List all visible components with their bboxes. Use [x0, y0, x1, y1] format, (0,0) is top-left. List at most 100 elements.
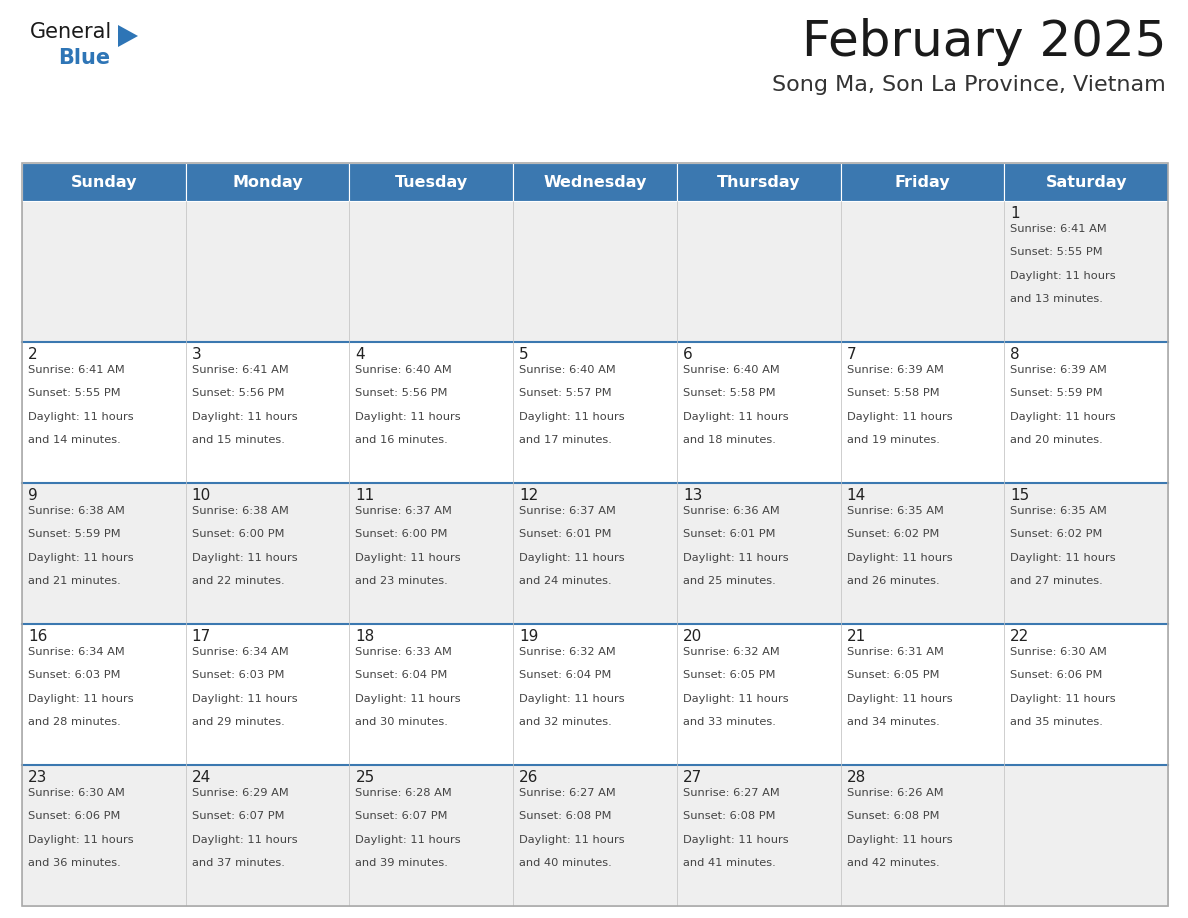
Bar: [1004, 201, 1168, 342]
Text: and 16 minutes.: and 16 minutes.: [355, 435, 448, 445]
Text: 28: 28: [847, 770, 866, 785]
Text: Sunset: 6:05 PM: Sunset: 6:05 PM: [683, 670, 776, 680]
Text: Sunrise: 6:30 AM: Sunrise: 6:30 AM: [29, 788, 125, 798]
Text: and 30 minutes.: and 30 minutes.: [355, 717, 448, 727]
Text: 1: 1: [1010, 206, 1020, 221]
Text: 7: 7: [847, 347, 857, 362]
Text: Sunrise: 6:37 AM: Sunrise: 6:37 AM: [519, 506, 617, 516]
Text: Daylight: 11 hours: Daylight: 11 hours: [847, 553, 953, 563]
Text: 15: 15: [1010, 488, 1030, 503]
Text: 17: 17: [191, 629, 211, 644]
Text: and 28 minutes.: and 28 minutes.: [29, 717, 121, 727]
Text: 22: 22: [1010, 629, 1030, 644]
Text: 3: 3: [191, 347, 202, 362]
Text: Sunset: 6:04 PM: Sunset: 6:04 PM: [519, 670, 612, 680]
Text: 16: 16: [29, 629, 48, 644]
Bar: [185, 483, 349, 624]
Text: Sunrise: 6:27 AM: Sunrise: 6:27 AM: [683, 788, 779, 798]
Text: 27: 27: [683, 770, 702, 785]
Text: Daylight: 11 hours: Daylight: 11 hours: [683, 693, 789, 703]
Text: Daylight: 11 hours: Daylight: 11 hours: [1010, 693, 1116, 703]
Polygon shape: [118, 25, 138, 47]
Text: and 26 minutes.: and 26 minutes.: [847, 576, 940, 586]
Text: Sunset: 6:03 PM: Sunset: 6:03 PM: [191, 670, 284, 680]
Text: 11: 11: [355, 488, 374, 503]
Text: 23: 23: [29, 770, 48, 785]
Text: Daylight: 11 hours: Daylight: 11 hours: [29, 411, 133, 421]
Text: and 42 minutes.: and 42 minutes.: [847, 857, 940, 868]
Text: 5: 5: [519, 347, 529, 362]
Bar: [513, 163, 677, 201]
Text: Sunset: 6:08 PM: Sunset: 6:08 PM: [519, 812, 612, 822]
Text: Daylight: 11 hours: Daylight: 11 hours: [519, 553, 625, 563]
Text: Daylight: 11 hours: Daylight: 11 hours: [847, 693, 953, 703]
Text: Sunrise: 6:26 AM: Sunrise: 6:26 AM: [847, 788, 943, 798]
Bar: [677, 201, 841, 342]
Text: and 21 minutes.: and 21 minutes.: [29, 576, 121, 586]
Text: Sunset: 6:06 PM: Sunset: 6:06 PM: [1010, 670, 1102, 680]
Text: Saturday: Saturday: [1045, 174, 1127, 189]
Bar: [841, 624, 1004, 765]
Text: Wednesday: Wednesday: [543, 174, 646, 189]
Text: Sunset: 6:03 PM: Sunset: 6:03 PM: [29, 670, 120, 680]
Text: Daylight: 11 hours: Daylight: 11 hours: [847, 834, 953, 845]
Text: and 33 minutes.: and 33 minutes.: [683, 717, 776, 727]
Text: Daylight: 11 hours: Daylight: 11 hours: [683, 834, 789, 845]
Text: Sunrise: 6:29 AM: Sunrise: 6:29 AM: [191, 788, 289, 798]
Bar: [677, 765, 841, 906]
Text: Sunrise: 6:40 AM: Sunrise: 6:40 AM: [519, 365, 615, 375]
Text: 21: 21: [847, 629, 866, 644]
Bar: [23, 201, 185, 342]
Text: and 37 minutes.: and 37 minutes.: [191, 857, 285, 868]
Text: Sunset: 6:04 PM: Sunset: 6:04 PM: [355, 670, 448, 680]
Text: and 20 minutes.: and 20 minutes.: [1010, 435, 1102, 445]
Text: Sunset: 6:01 PM: Sunset: 6:01 PM: [519, 530, 612, 539]
Text: Sunrise: 6:35 AM: Sunrise: 6:35 AM: [1010, 506, 1107, 516]
Bar: [23, 624, 185, 765]
Bar: [349, 163, 513, 201]
Text: and 40 minutes.: and 40 minutes.: [519, 857, 612, 868]
Text: Sunrise: 6:27 AM: Sunrise: 6:27 AM: [519, 788, 615, 798]
Text: Sunrise: 6:41 AM: Sunrise: 6:41 AM: [1010, 224, 1107, 234]
Text: Sunrise: 6:41 AM: Sunrise: 6:41 AM: [191, 365, 289, 375]
Bar: [1004, 163, 1168, 201]
Text: 8: 8: [1010, 347, 1020, 362]
Text: and 25 minutes.: and 25 minutes.: [683, 576, 776, 586]
Text: Daylight: 11 hours: Daylight: 11 hours: [519, 834, 625, 845]
Text: Daylight: 11 hours: Daylight: 11 hours: [29, 553, 133, 563]
Text: Sunset: 5:55 PM: Sunset: 5:55 PM: [1010, 247, 1102, 257]
Text: Sunrise: 6:37 AM: Sunrise: 6:37 AM: [355, 506, 453, 516]
Bar: [677, 163, 841, 201]
Text: and 36 minutes.: and 36 minutes.: [29, 857, 121, 868]
Bar: [349, 342, 513, 483]
Bar: [513, 342, 677, 483]
Text: and 41 minutes.: and 41 minutes.: [683, 857, 776, 868]
Bar: [1004, 624, 1168, 765]
Text: Sunset: 6:08 PM: Sunset: 6:08 PM: [847, 812, 939, 822]
Bar: [349, 201, 513, 342]
Text: Sunrise: 6:40 AM: Sunrise: 6:40 AM: [683, 365, 779, 375]
Text: and 22 minutes.: and 22 minutes.: [191, 576, 284, 586]
Text: Sunrise: 6:34 AM: Sunrise: 6:34 AM: [29, 647, 125, 657]
Text: and 15 minutes.: and 15 minutes.: [191, 435, 285, 445]
Text: Sunset: 6:00 PM: Sunset: 6:00 PM: [355, 530, 448, 539]
Text: and 29 minutes.: and 29 minutes.: [191, 717, 284, 727]
Text: Thursday: Thursday: [718, 174, 801, 189]
Text: 12: 12: [519, 488, 538, 503]
Text: February 2025: February 2025: [802, 18, 1165, 66]
Bar: [23, 765, 185, 906]
Bar: [349, 624, 513, 765]
Text: 14: 14: [847, 488, 866, 503]
Text: and 18 minutes.: and 18 minutes.: [683, 435, 776, 445]
Text: Sunset: 5:58 PM: Sunset: 5:58 PM: [683, 388, 776, 398]
Text: and 24 minutes.: and 24 minutes.: [519, 576, 612, 586]
Bar: [841, 765, 1004, 906]
Text: Sunset: 5:56 PM: Sunset: 5:56 PM: [355, 388, 448, 398]
Text: Daylight: 11 hours: Daylight: 11 hours: [29, 693, 133, 703]
Text: Daylight: 11 hours: Daylight: 11 hours: [191, 411, 297, 421]
Text: Sunset: 5:56 PM: Sunset: 5:56 PM: [191, 388, 284, 398]
Text: Sunset: 6:02 PM: Sunset: 6:02 PM: [1010, 530, 1102, 539]
Text: and 19 minutes.: and 19 minutes.: [847, 435, 940, 445]
Text: 10: 10: [191, 488, 211, 503]
Text: Friday: Friday: [895, 174, 950, 189]
